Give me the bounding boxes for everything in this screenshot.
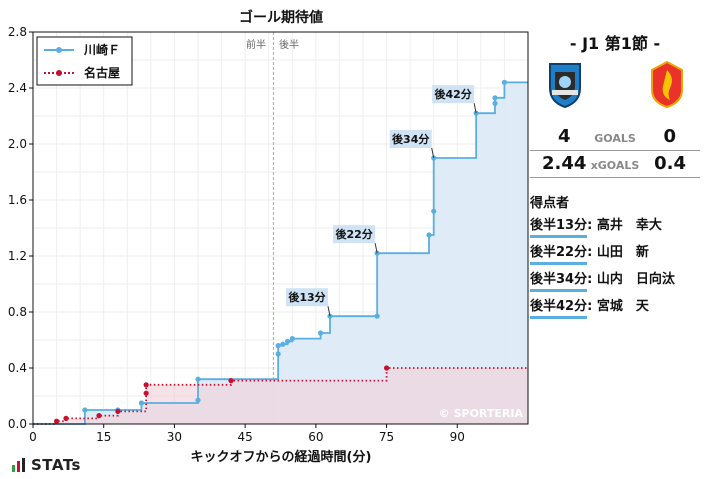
goal-label-box xyxy=(333,225,376,244)
data-point xyxy=(195,397,201,403)
y-tick-label: 2.8 xyxy=(8,25,27,39)
data-point xyxy=(138,400,145,406)
scorer-time: 後半22分 xyxy=(530,243,588,265)
series-area xyxy=(33,82,528,425)
goal-label-pointer xyxy=(327,306,331,317)
data-point xyxy=(115,408,121,414)
scorer-time: 後半13分 xyxy=(530,216,588,238)
data-point xyxy=(383,365,390,371)
data-point xyxy=(501,79,508,85)
away-goals: 0 xyxy=(663,126,676,147)
chart-title: ゴール期待値 xyxy=(239,9,323,26)
data-point xyxy=(289,336,295,342)
y-tick-label: 0.8 xyxy=(8,305,27,319)
home-goals: 4 xyxy=(558,126,571,147)
y-tick-label: 2.0 xyxy=(8,137,27,151)
x-tick-label: 75 xyxy=(379,430,394,444)
scorer-item: 後半22分 : 山田 新 xyxy=(530,243,700,265)
data-point xyxy=(96,413,102,419)
scorer-name: : 山田 新 xyxy=(587,245,649,260)
legend-away-marker xyxy=(56,70,62,76)
stats-logo-icon xyxy=(12,458,25,472)
home-xg: 2.44 xyxy=(542,153,587,174)
legend-away-label: 名古屋 xyxy=(84,65,120,80)
x-tick-label: 60 xyxy=(308,430,323,444)
data-point xyxy=(426,232,432,238)
xgoals-row: 2.44 xGOALS 0.4 xyxy=(530,151,700,178)
data-point xyxy=(317,330,324,336)
data-point xyxy=(228,378,234,384)
x-tick-label: 0 xyxy=(29,430,37,444)
scorer-name: : 山内 日向汰 xyxy=(587,272,675,287)
goal-label-box xyxy=(286,288,328,307)
goal-label: 後34分 xyxy=(392,132,429,146)
data-point xyxy=(275,351,281,357)
scorer-item: 後半34分 : 山内 日向汰 xyxy=(530,270,700,292)
goal-label: 後22分 xyxy=(335,227,372,241)
data-point xyxy=(82,407,88,413)
data-point xyxy=(53,418,60,424)
match-title: - J1 第1節 - xyxy=(569,34,661,53)
y-tick-label: 1.2 xyxy=(8,249,27,263)
goal-annotations: 後13分 後22分 後34分 後42分 xyxy=(286,85,477,317)
team-crests xyxy=(530,60,700,116)
match-panel: - J1 第1節 - 4 GOALS 0 2.44 xGOALS 0.4 得点者… xyxy=(530,22,700,319)
data-point xyxy=(280,341,286,347)
xgoals-label: xGOALS xyxy=(590,159,640,172)
series-points xyxy=(53,79,508,424)
data-point xyxy=(431,208,437,214)
y-tick-label: 0.4 xyxy=(8,361,27,375)
y-tick-label: 1.6 xyxy=(8,193,27,207)
away-crest-icon xyxy=(651,60,683,108)
halftime-left-label: 前半 xyxy=(246,38,266,51)
x-tick-label: 45 xyxy=(238,430,253,444)
data-point xyxy=(284,338,291,344)
x-tick-label: 90 xyxy=(450,430,465,444)
legend-home-marker xyxy=(56,47,62,53)
goal-label-box xyxy=(432,85,475,104)
goal-label-pointer xyxy=(374,243,378,254)
scorer-item: 後半13分 : 高井 幸大 xyxy=(530,216,700,238)
area-fills xyxy=(33,82,528,425)
legend-home-label: 川崎Ｆ xyxy=(83,42,120,57)
axes: 0 15 30 45 60 75 90 0.0 0.4 0.8 1.2 1.6 2.0 2.4 2.8 xyxy=(8,25,465,444)
goal-label: 後13分 xyxy=(288,290,325,304)
data-point xyxy=(195,376,201,382)
goals-label: GOALS xyxy=(594,132,636,145)
y-tick-label: 0.0 xyxy=(8,417,27,431)
scorer-item: 後半42分 : 宮城 天 xyxy=(530,297,700,319)
stats-logo: STATs xyxy=(12,456,81,474)
scorer-time: 後半42分 xyxy=(530,297,588,319)
x-tick-label: 15 xyxy=(96,430,111,444)
goals-row: 4 GOALS 0 xyxy=(530,124,700,151)
data-point xyxy=(143,390,149,396)
goal-label-box xyxy=(389,130,432,148)
goal-label: 後42分 xyxy=(434,87,471,101)
scorer-name: : 宮城 天 xyxy=(587,299,649,314)
x-axis-label: キックオフからの経過時間(分) xyxy=(191,449,372,465)
data-point xyxy=(63,415,69,421)
scorer-name: : 高井 幸大 xyxy=(587,218,662,233)
scorers-title: 得点者 xyxy=(530,196,570,211)
stats-brand: STATs xyxy=(31,456,81,474)
away-xg: 0.4 xyxy=(654,153,686,174)
watermark: © SPORTERIA xyxy=(439,407,524,420)
series-area xyxy=(33,368,528,424)
legend: 川崎Ｆ 名古屋 xyxy=(36,36,133,86)
scorer-time: 後半34分 xyxy=(530,270,588,292)
legend-box xyxy=(36,36,133,86)
data-point xyxy=(492,100,498,106)
home-crest-icon xyxy=(549,63,581,108)
x-tick-label: 30 xyxy=(167,430,182,444)
y-tick-label: 2.4 xyxy=(8,81,27,95)
data-point xyxy=(374,313,380,319)
halftime-right-label: 後半 xyxy=(279,38,299,51)
data-point xyxy=(492,95,498,101)
goal-label-pointer xyxy=(473,103,477,114)
goal-label-pointer xyxy=(431,147,435,159)
data-point xyxy=(275,343,281,349)
data-point xyxy=(143,382,149,388)
plot-frame xyxy=(32,31,529,425)
